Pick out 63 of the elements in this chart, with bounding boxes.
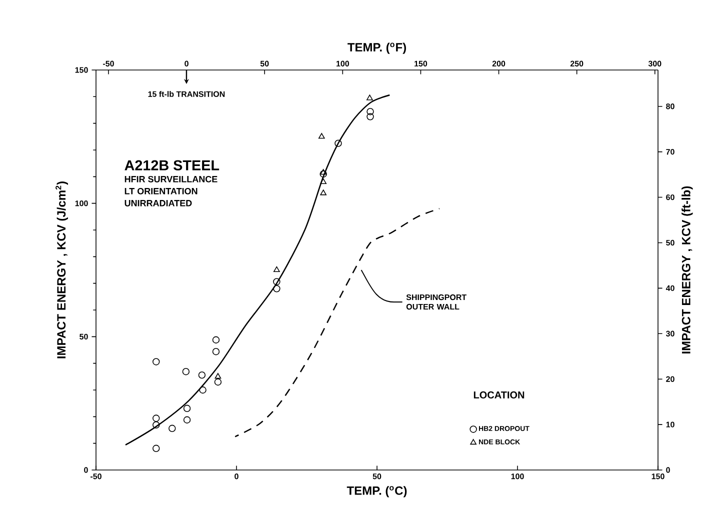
x2-tick-label: 0 <box>184 60 188 66</box>
point <box>320 178 326 184</box>
annotation: UNIRRADIATED <box>124 200 192 206</box>
x2-tick-label: 300 <box>648 60 662 66</box>
point <box>199 386 206 394</box>
point <box>152 421 160 429</box>
annotation: SHIPPINGPORT OUTER WALL <box>406 294 466 310</box>
x2-axis-title: TEMP. ($^{o}$F) <box>348 42 406 54</box>
point <box>152 358 160 366</box>
point <box>168 424 176 432</box>
point <box>214 378 222 386</box>
y2-tick-label: 0 <box>666 467 670 473</box>
x2-tick-label: 150 <box>414 60 428 66</box>
annotation: LT ORIENTATION <box>124 188 198 194</box>
point <box>366 108 374 116</box>
point <box>320 190 326 196</box>
y2-tick-label: 80 <box>666 104 674 110</box>
y2-tick-label: 50 <box>666 240 674 246</box>
annotation: A212B STEEL <box>124 160 220 170</box>
point <box>152 444 160 452</box>
y2-axis-title: IMPACT ENERGY , KCV (ft-lb) <box>682 186 693 354</box>
point <box>320 169 326 175</box>
point <box>334 140 342 147</box>
y-axis-title: IMPACT ENERGY , KCV (J/cm$^{2}$) <box>56 182 68 358</box>
y2-tick-label: 70 <box>666 148 674 155</box>
x-axis-title: TEMP. ($^{o}$C) <box>346 486 407 498</box>
point <box>274 266 280 272</box>
x-tick-label: -50 <box>90 474 102 480</box>
point <box>183 404 191 412</box>
point <box>366 113 374 120</box>
y2-tick-label: 10 <box>666 422 674 428</box>
y2-tick-label: 30 <box>666 330 674 336</box>
y-tick-label: 0 <box>84 467 88 473</box>
point <box>198 371 206 379</box>
y-tick-label: 100 <box>75 200 88 206</box>
y2-tick-label: 60 <box>666 194 674 200</box>
x2-tick-label: 200 <box>492 60 506 66</box>
x-tick-label: 100 <box>511 474 524 480</box>
point <box>183 416 191 424</box>
y2-tick-label: 20 <box>666 376 674 382</box>
point <box>212 348 220 356</box>
point <box>182 368 190 376</box>
annotation: HFIR SURVEILLANCE <box>124 176 218 182</box>
point <box>152 414 160 422</box>
point <box>212 336 220 344</box>
point <box>273 278 280 286</box>
point <box>320 170 327 178</box>
x2-tick-label: 50 <box>260 60 269 66</box>
legend-title: LOCATION <box>474 391 524 398</box>
point <box>273 285 280 292</box>
x-tick-label: 0 <box>234 474 238 480</box>
annotation: 15 ft-lb TRANSITION <box>148 91 225 97</box>
x-tick-label: 150 <box>652 474 664 480</box>
point <box>366 94 373 100</box>
point <box>318 133 325 139</box>
x2-tick-label: 100 <box>336 60 350 66</box>
point <box>214 373 222 379</box>
y-tick-label: 50 <box>80 334 88 340</box>
y-tick-label: 150 <box>75 67 88 73</box>
x2-tick-label: 250 <box>570 60 584 66</box>
x2-tick-label: -50 <box>103 60 114 66</box>
x-tick-label: 50 <box>372 474 382 480</box>
y2-tick-label: 40 <box>666 285 674 292</box>
